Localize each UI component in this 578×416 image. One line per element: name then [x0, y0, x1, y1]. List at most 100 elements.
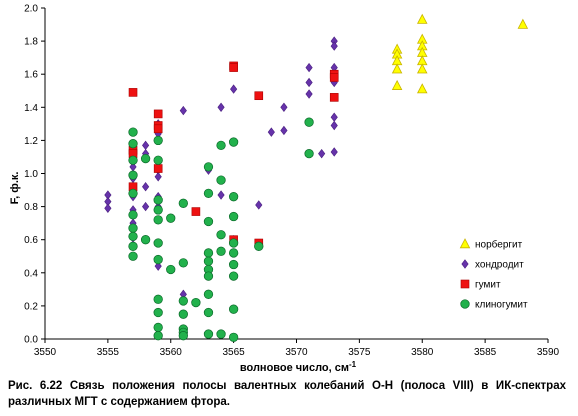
circle-point: [153, 195, 163, 205]
circle-point: [178, 198, 188, 208]
figure-caption: Рис. 6.22 Связь положения полосы валентн…: [8, 380, 566, 408]
y-tick-label: 0.4: [24, 268, 38, 279]
circle-point: [128, 241, 138, 251]
circle-point: [203, 162, 214, 172]
y-tick-label: 0.2: [24, 301, 38, 312]
circle-point: [228, 304, 239, 314]
circle-point: [153, 307, 163, 318]
y-tick-label: 2.0: [24, 4, 38, 15]
diamond-point: [217, 190, 225, 200]
circle-point: [216, 329, 226, 339]
circle-point: [228, 332, 239, 342]
diamond-point: [230, 84, 238, 94]
circle-point: [228, 137, 239, 147]
circle-point: [178, 331, 188, 341]
x-tick-label: 3575: [348, 347, 371, 358]
diamond-point: [318, 148, 326, 159]
legend-marker-circle: [460, 299, 470, 309]
y-tick-label: 1.2: [24, 136, 38, 147]
circle-point: [153, 294, 163, 304]
circle-point: [203, 216, 214, 227]
triangle-point: [517, 18, 529, 29]
y-tick-label: 0.0: [24, 335, 38, 346]
square-point: [329, 73, 339, 82]
diamond-point: [330, 147, 338, 157]
y-tick-label: 0.8: [24, 202, 38, 213]
diamond-point: [142, 182, 150, 192]
circle-point: [203, 329, 214, 339]
circle-point: [228, 259, 239, 270]
y-tick-label: 1.0: [24, 169, 38, 180]
diamond-point: [305, 89, 313, 99]
diamond-point: [305, 62, 313, 73]
diamond-point: [217, 102, 225, 112]
legend-marker-square: [460, 279, 470, 289]
series-triangle: [391, 13, 529, 94]
circle-point: [216, 140, 226, 151]
circle-point: [128, 223, 138, 233]
legend-label: гумит: [475, 280, 501, 291]
y-tick-label: 1.8: [24, 37, 38, 48]
legend-marker-diamond: [461, 259, 469, 269]
circle-point: [228, 248, 239, 258]
x-tick-label: 3560: [160, 347, 183, 358]
legend-label: клиногумит: [475, 300, 528, 311]
square-point: [254, 91, 264, 101]
square-point: [191, 207, 201, 216]
circle-point: [153, 238, 163, 248]
series-circle: [128, 117, 314, 342]
y-axis-label: F, ф.к.: [9, 172, 21, 205]
legend-marker-triangle: [459, 238, 471, 249]
circle-point: [203, 248, 214, 258]
x-tick-label: 3570: [285, 347, 308, 358]
circle-point: [153, 215, 163, 225]
diamond-point: [142, 201, 150, 212]
diamond-point: [154, 261, 162, 271]
circle-point: [166, 213, 176, 223]
legend: норбергит хондродит гумит клиногумит: [459, 238, 528, 311]
series-diamond: [104, 36, 338, 300]
x-tick-label: 3555: [97, 347, 120, 358]
circle-point: [254, 241, 264, 251]
circle-point: [153, 155, 163, 165]
triangle-point: [416, 63, 428, 74]
circle-point: [128, 127, 138, 137]
circle-point: [153, 322, 163, 333]
x-tick-label: 3585: [474, 347, 497, 358]
circle-point: [128, 188, 138, 199]
x-tick-label: 3565: [223, 347, 246, 358]
circle-point: [191, 297, 201, 308]
circle-point: [304, 117, 314, 127]
y-tick-label: 0.6: [24, 235, 38, 246]
square-point: [329, 93, 339, 102]
circle-point: [153, 205, 163, 215]
square-point: [153, 124, 163, 134]
circle-point: [203, 307, 214, 318]
circle-point: [140, 235, 151, 245]
circle-point: [228, 271, 239, 281]
circle-point: [178, 258, 188, 268]
legend-label: хондродит: [475, 260, 524, 271]
circle-point: [304, 148, 314, 159]
circle-point: [128, 210, 138, 220]
circle-point: [140, 153, 151, 164]
circle-point: [128, 251, 138, 261]
circle-point: [166, 264, 176, 275]
triangle-point: [416, 83, 428, 94]
y-tick-label: 1.4: [24, 103, 38, 114]
diamond-point: [330, 120, 338, 131]
x-tick-label: 3550: [34, 347, 57, 358]
diamond-point: [142, 140, 150, 151]
diamond-point: [280, 102, 288, 112]
diamond-point: [330, 41, 338, 51]
scatter-chart: 0.0 0.2 0.4 0.6 0.8 1.0 1.2 1.4 1.6 1.8 2.0 3550 355…: [9, 4, 560, 375]
axes: 0.0 0.2 0.4 0.6 0.8 1.0 1.2 1.4 1.6 1.8 2.0 3550 355…: [24, 4, 559, 359]
x-axis-label: волновое число, см-1: [240, 360, 357, 374]
circle-point: [203, 188, 214, 199]
circle-point: [153, 254, 163, 265]
circle-point: [153, 331, 163, 341]
diamond-point: [330, 112, 338, 122]
square-point: [153, 164, 163, 173]
circle-point: [178, 296, 188, 306]
square-point: [128, 88, 138, 97]
